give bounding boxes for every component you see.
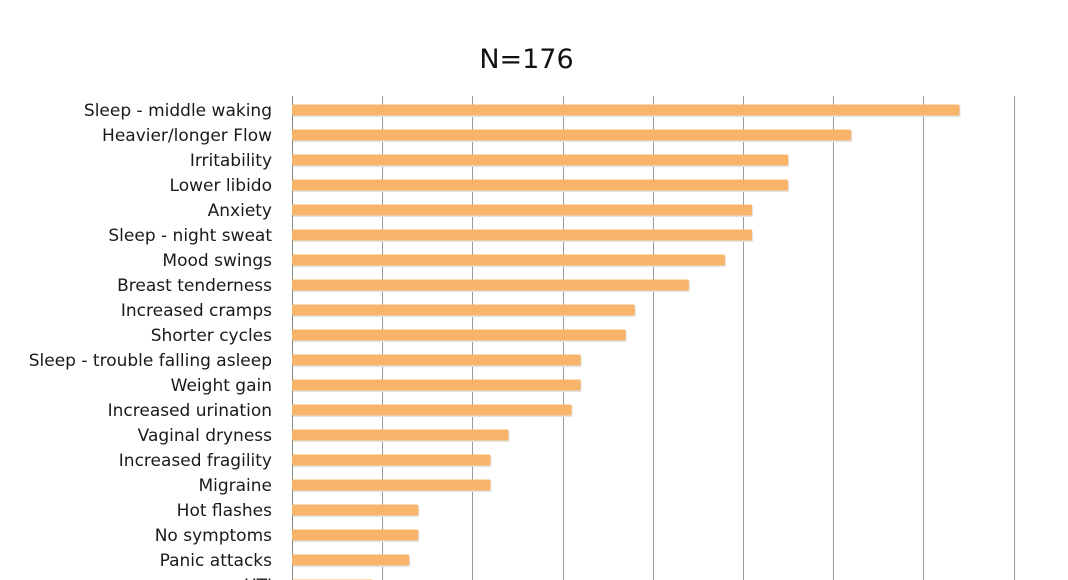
category-label: Increased urination bbox=[108, 401, 272, 421]
bar bbox=[292, 229, 753, 241]
bar bbox=[292, 304, 635, 316]
bar bbox=[292, 254, 725, 266]
bars bbox=[292, 104, 961, 580]
chart-title: N=176 bbox=[479, 44, 574, 75]
bar bbox=[292, 529, 419, 541]
category-label: Heavier/longer Flow bbox=[102, 126, 272, 146]
category-labels: Sleep - middle waking Heavier/longer Flow… bbox=[29, 101, 273, 580]
category-label: Lower libido bbox=[170, 176, 272, 196]
bar bbox=[292, 379, 581, 391]
category-label: Hot flashes bbox=[177, 501, 272, 521]
bar bbox=[292, 404, 572, 416]
category-label: Vaginal dryness bbox=[138, 426, 272, 446]
category-label: Migraine bbox=[198, 476, 272, 496]
bar bbox=[292, 129, 852, 141]
category-label: UTI bbox=[244, 576, 272, 580]
category-label: Mood swings bbox=[162, 251, 272, 271]
bar bbox=[292, 479, 491, 491]
bar bbox=[292, 554, 410, 566]
category-label: Shorter cycles bbox=[151, 326, 272, 346]
category-label: Sleep - middle waking bbox=[84, 101, 272, 121]
category-label: Irritability bbox=[190, 151, 272, 171]
bar bbox=[292, 154, 789, 166]
bar bbox=[292, 104, 960, 116]
bar bbox=[292, 454, 491, 466]
bar bbox=[292, 204, 753, 216]
category-label: Breast tenderness bbox=[117, 276, 272, 296]
category-label: Sleep - trouble falling asleep bbox=[29, 351, 272, 371]
bar bbox=[292, 329, 626, 341]
bar bbox=[292, 279, 689, 291]
category-label: Sleep - night sweat bbox=[108, 226, 272, 246]
bar bbox=[292, 429, 509, 441]
category-label: No symptoms bbox=[155, 526, 272, 546]
category-label: Panic attacks bbox=[160, 551, 273, 571]
bar bbox=[292, 179, 789, 191]
category-label: Increased fragility bbox=[119, 451, 272, 471]
category-label: Anxiety bbox=[208, 201, 272, 221]
bar bbox=[292, 504, 419, 516]
category-label: Weight gain bbox=[171, 376, 272, 396]
category-label: Increased cramps bbox=[121, 301, 272, 321]
bar bbox=[292, 354, 581, 366]
